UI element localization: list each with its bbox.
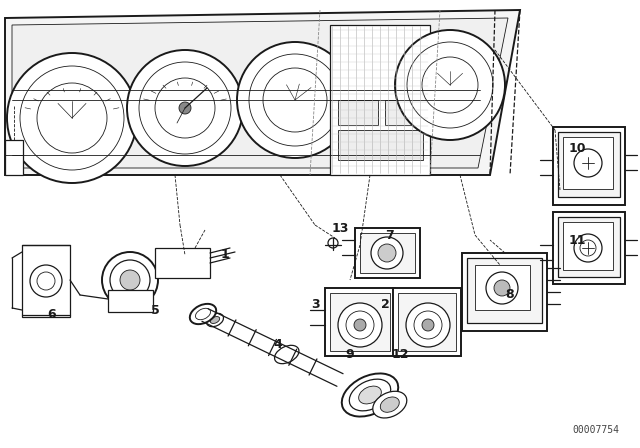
Circle shape	[120, 270, 140, 290]
Ellipse shape	[275, 345, 299, 364]
Bar	[563, 137, 613, 189]
Text: 10: 10	[568, 142, 586, 155]
Bar	[558, 217, 620, 277]
Circle shape	[354, 319, 366, 331]
Circle shape	[110, 260, 150, 300]
Ellipse shape	[358, 386, 381, 404]
Circle shape	[346, 311, 374, 339]
Ellipse shape	[190, 304, 216, 324]
Bar	[22, 245, 70, 317]
Circle shape	[407, 42, 493, 128]
Circle shape	[179, 102, 191, 114]
Bar	[467, 258, 542, 323]
Ellipse shape	[207, 313, 223, 327]
Circle shape	[328, 238, 338, 248]
Bar	[155, 248, 210, 278]
Bar	[5, 140, 23, 175]
Circle shape	[371, 237, 403, 269]
Bar	[355, 228, 420, 278]
Bar	[462, 253, 547, 331]
Bar	[385, 100, 423, 125]
Bar	[563, 222, 613, 270]
Circle shape	[580, 240, 596, 256]
Ellipse shape	[372, 391, 407, 418]
Circle shape	[37, 272, 55, 290]
Bar	[393, 288, 461, 356]
Bar	[360, 233, 415, 273]
Text: 12: 12	[391, 349, 409, 362]
Bar	[330, 293, 390, 351]
Bar	[475, 265, 530, 310]
Text: 13: 13	[332, 221, 349, 234]
Circle shape	[422, 319, 434, 331]
Bar	[325, 288, 395, 356]
Circle shape	[139, 62, 231, 154]
Circle shape	[422, 57, 478, 113]
Circle shape	[574, 234, 602, 262]
Circle shape	[249, 54, 341, 146]
Bar	[338, 130, 423, 160]
Circle shape	[7, 53, 137, 183]
Ellipse shape	[211, 317, 220, 323]
Bar	[558, 132, 620, 197]
Circle shape	[30, 265, 62, 297]
Circle shape	[155, 78, 215, 138]
Text: 5: 5	[150, 303, 159, 316]
Circle shape	[127, 50, 243, 166]
Circle shape	[263, 68, 327, 132]
Circle shape	[338, 303, 382, 347]
Circle shape	[395, 30, 505, 140]
Circle shape	[414, 311, 442, 339]
Circle shape	[20, 66, 124, 170]
Ellipse shape	[342, 374, 398, 417]
Text: 9: 9	[346, 349, 355, 362]
Text: 1: 1	[221, 249, 229, 262]
Text: 6: 6	[48, 309, 56, 322]
Text: 3: 3	[310, 298, 319, 311]
Circle shape	[37, 83, 107, 153]
Bar	[108, 290, 153, 312]
Circle shape	[378, 244, 396, 262]
Circle shape	[494, 280, 510, 296]
Circle shape	[574, 149, 602, 177]
Circle shape	[102, 252, 158, 308]
Bar	[553, 127, 625, 205]
Bar	[398, 293, 456, 351]
Circle shape	[486, 272, 518, 304]
Text: 4: 4	[274, 339, 282, 352]
Bar	[338, 100, 378, 125]
Text: 7: 7	[386, 228, 394, 241]
Ellipse shape	[195, 308, 211, 320]
Circle shape	[406, 303, 450, 347]
Ellipse shape	[380, 397, 399, 412]
Ellipse shape	[349, 379, 390, 411]
Text: 2: 2	[381, 298, 389, 311]
Polygon shape	[12, 18, 508, 168]
Polygon shape	[330, 25, 430, 175]
Circle shape	[237, 42, 353, 158]
Text: 8: 8	[506, 289, 515, 302]
Text: 11: 11	[568, 233, 586, 246]
Polygon shape	[5, 10, 520, 175]
Bar	[553, 212, 625, 284]
Text: 00007754: 00007754	[573, 425, 620, 435]
